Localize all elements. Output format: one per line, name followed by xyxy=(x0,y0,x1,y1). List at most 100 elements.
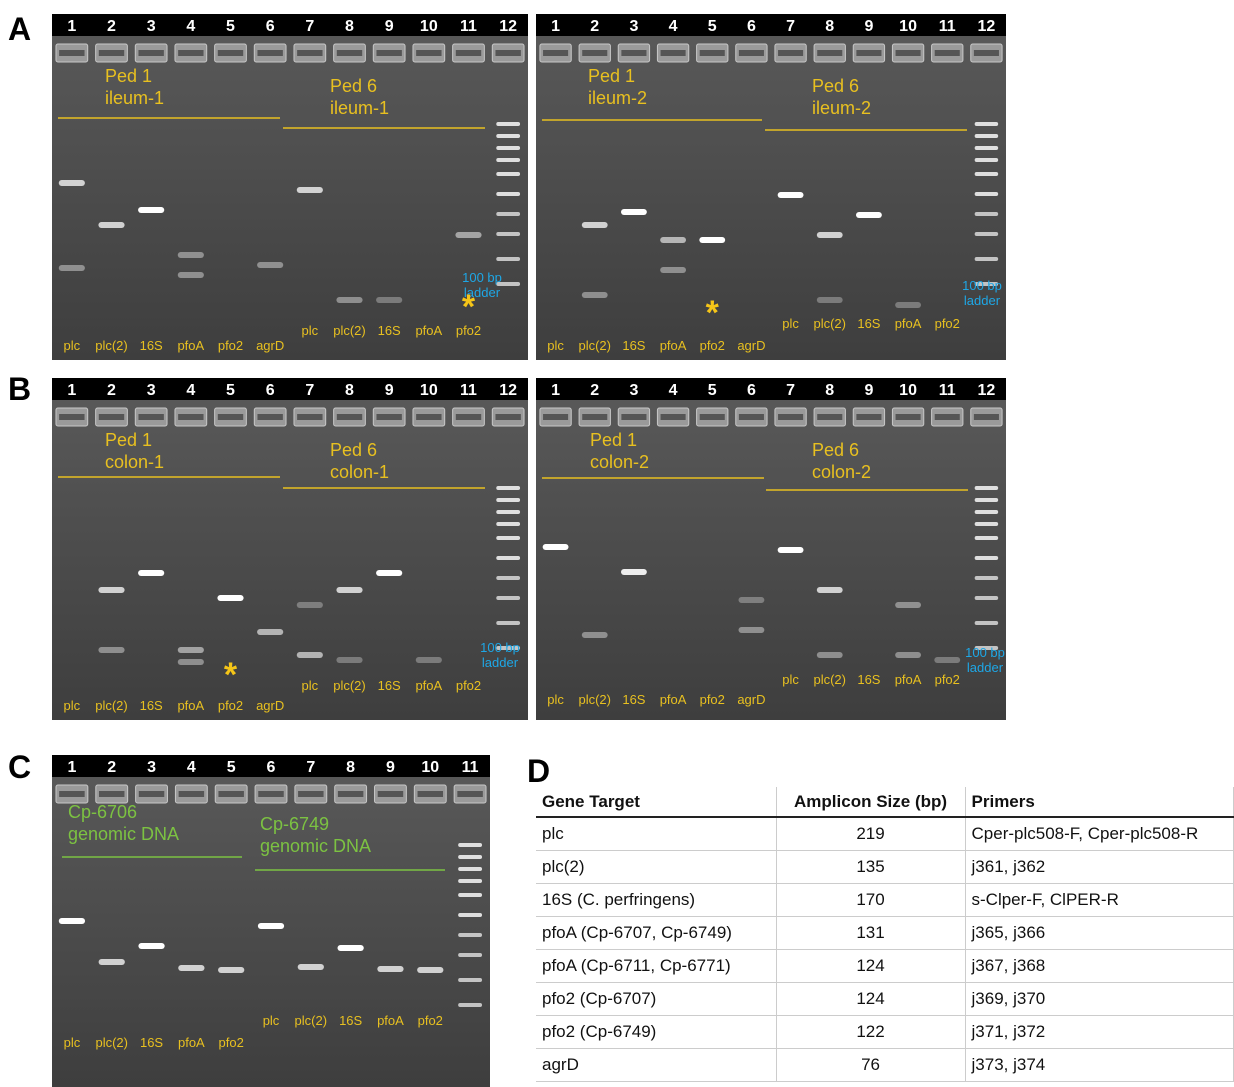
lane-label: plc xyxy=(64,1035,81,1050)
lane-number: 3 xyxy=(147,382,156,399)
lane-label: pfoA xyxy=(660,338,687,353)
lane-number: 8 xyxy=(825,18,834,35)
lane-label: pfoA xyxy=(177,338,204,353)
well-inner xyxy=(896,414,921,420)
dna-band xyxy=(178,272,204,278)
group-label: Cp-6706 xyxy=(68,802,137,822)
dna-band xyxy=(297,187,323,193)
dna-band xyxy=(738,597,764,603)
group-label: Ped 1 xyxy=(590,430,637,450)
lane-label: plc(2) xyxy=(295,1013,328,1028)
lane-label: plc(2) xyxy=(95,698,128,713)
group-label: genomic DNA xyxy=(260,836,371,856)
ladder-band xyxy=(975,576,999,580)
lane-number: 11 xyxy=(460,18,477,35)
table-cell: 124 xyxy=(776,983,965,1016)
marker-star: * xyxy=(462,288,476,326)
dna-band xyxy=(895,652,921,658)
ladder-band xyxy=(458,843,482,847)
lane-number: 7 xyxy=(306,759,315,776)
dna-band xyxy=(257,629,283,635)
dna-band xyxy=(377,966,403,972)
ladder-band xyxy=(975,172,999,176)
dna-band xyxy=(178,647,204,653)
well-inner xyxy=(974,50,999,56)
lane-number: 7 xyxy=(786,18,795,35)
dna-band xyxy=(217,595,243,601)
lane-label: plc xyxy=(64,698,81,713)
ladder-band xyxy=(458,978,482,982)
lane-label: 16S xyxy=(378,678,401,693)
ladder-band xyxy=(496,621,520,625)
dna-band xyxy=(138,943,164,949)
group-label: Ped 6 xyxy=(812,440,859,460)
lane-label: pfo2 xyxy=(418,1013,443,1028)
lane-number: 10 xyxy=(899,18,917,35)
dna-band xyxy=(817,587,843,593)
ladder-band xyxy=(496,498,520,502)
lane-number: 4 xyxy=(186,382,195,399)
dna-band xyxy=(582,222,608,228)
ladder-band xyxy=(975,212,999,216)
dna-band xyxy=(59,918,85,924)
dna-band xyxy=(817,297,843,303)
table-cell: j371, j372 xyxy=(965,1016,1233,1049)
table-cell: 16S (C. perfringens) xyxy=(536,884,776,917)
ladder-band xyxy=(975,536,999,540)
well-inner xyxy=(178,50,203,56)
dna-band xyxy=(138,207,164,213)
lane-number: 10 xyxy=(420,18,438,35)
well-inner xyxy=(621,414,646,420)
well-inner xyxy=(59,791,84,797)
well-inner xyxy=(378,791,403,797)
ladder-band xyxy=(975,556,999,560)
dna-band xyxy=(738,627,764,633)
lane-label: plc xyxy=(263,1013,280,1028)
ladder-label: 100 bp xyxy=(480,640,520,655)
lane-label: 16S xyxy=(857,316,880,331)
ladder-label: ladder xyxy=(482,655,519,670)
well-inner xyxy=(582,414,607,420)
dna-band xyxy=(417,967,443,973)
ladder-band xyxy=(458,933,482,937)
lane-number: 5 xyxy=(226,18,235,35)
table-row: pfoA (Cp-6711, Cp-6771)124j367, j368 xyxy=(536,950,1234,983)
well-inner xyxy=(59,414,84,420)
group-label: Ped 6 xyxy=(812,76,859,96)
lane-label: pfo2 xyxy=(456,678,481,693)
group-label: Ped 6 xyxy=(330,76,377,96)
well-inner xyxy=(139,791,164,797)
table-cell: 131 xyxy=(776,917,965,950)
group-label: ileum-2 xyxy=(588,88,647,108)
lane-label: plc(2) xyxy=(578,692,611,707)
lane-number: 5 xyxy=(227,759,236,776)
dna-band xyxy=(582,632,608,638)
dna-band xyxy=(856,212,882,218)
well-inner xyxy=(258,791,283,797)
lane-label: pfoA xyxy=(415,678,442,693)
dna-band xyxy=(218,967,244,973)
well-inner xyxy=(457,791,482,797)
table-row: plc(2)135j361, j362 xyxy=(536,851,1234,884)
dna-band xyxy=(336,657,362,663)
table-cell: j361, j362 xyxy=(965,851,1233,884)
lane-number: 11 xyxy=(939,382,956,399)
well-inner xyxy=(376,50,401,56)
dna-band xyxy=(257,262,283,268)
well-inner xyxy=(338,791,363,797)
lane-number: 8 xyxy=(825,382,834,399)
ladder-band xyxy=(496,596,520,600)
well-inner xyxy=(218,414,243,420)
dna-band xyxy=(59,180,85,186)
lane-number: 4 xyxy=(669,18,678,35)
well-inner xyxy=(817,50,842,56)
lane-label: agrD xyxy=(256,338,284,353)
dna-band xyxy=(895,602,921,608)
lane-label: pfo2 xyxy=(219,1035,244,1050)
lane-number: 10 xyxy=(899,382,917,399)
lane-label: plc xyxy=(302,323,319,338)
lane-number: 6 xyxy=(747,382,756,399)
figure-page: ABCD123456789101112Ped 1ileum-1Ped 6ileu… xyxy=(0,0,1234,1087)
panel-letter: B xyxy=(8,371,31,407)
